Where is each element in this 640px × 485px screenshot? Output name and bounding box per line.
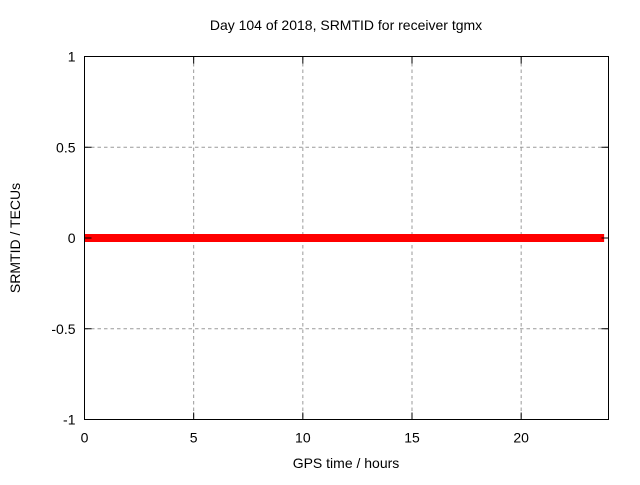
y-tick-label: -1 xyxy=(63,412,76,428)
x-axis-label: GPS time / hours xyxy=(293,455,400,471)
x-tick-label: 10 xyxy=(295,430,311,446)
chart-title: Day 104 of 2018, SRMTID for receiver tgm… xyxy=(210,17,482,33)
x-tick-label: 20 xyxy=(513,430,529,446)
y-axis-label: SRMTID / TECUs xyxy=(7,183,23,293)
y-tick-label: -0.5 xyxy=(51,321,75,337)
y-tick-label: 0 xyxy=(68,230,76,246)
y-tick-label: 0.5 xyxy=(56,139,76,155)
x-tick-label: 0 xyxy=(81,430,89,446)
x-tick-label: 5 xyxy=(190,430,198,446)
x-tick-label: 15 xyxy=(404,430,420,446)
y-tick-label: 1 xyxy=(68,49,76,65)
plot-area: 0 5 10 15 20 1 0.5 0 -0.5 -1 xyxy=(51,49,609,446)
